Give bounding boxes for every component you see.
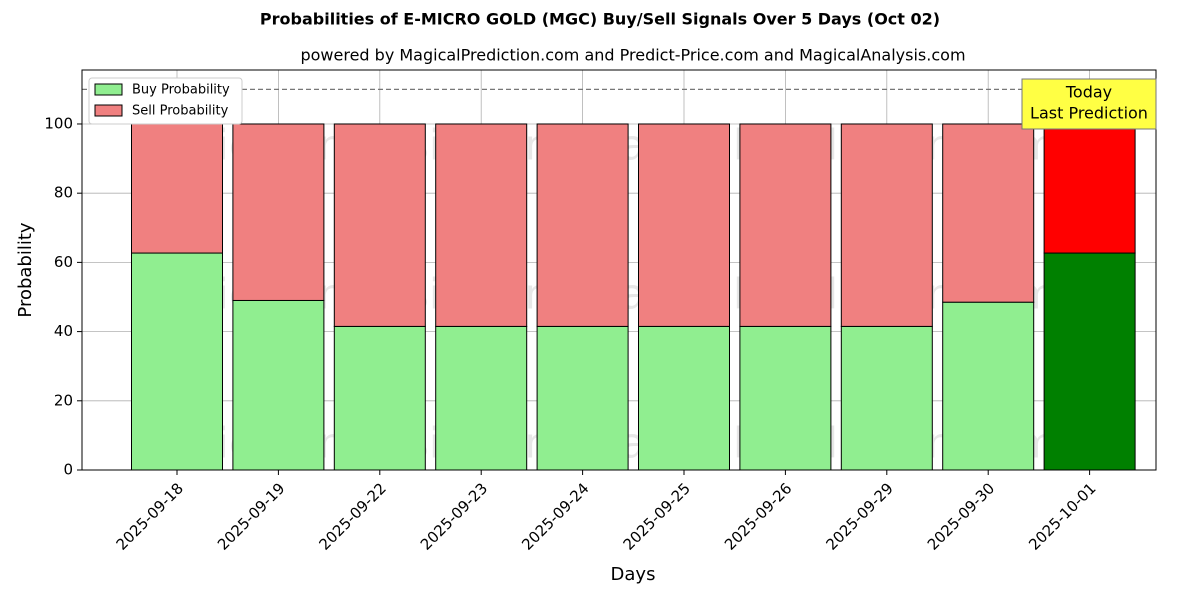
x-tick-label: 2025-09-18	[113, 479, 187, 553]
bar-segment	[333, 325, 426, 471]
bar-segment	[942, 123, 1035, 303]
x-tick-label: 2025-09-22	[315, 479, 389, 553]
bar-segment	[1043, 123, 1136, 254]
x-axis-label: Days	[611, 564, 656, 585]
legend-box	[88, 77, 243, 125]
bar-segment	[739, 123, 832, 327]
annotation-box	[1021, 78, 1157, 130]
bar-segment	[638, 325, 730, 471]
bar-segment	[131, 252, 223, 471]
plot-frame	[81, 69, 1157, 471]
x-tick-label: 2025-09-19	[214, 479, 288, 553]
bar-segment	[131, 123, 223, 254]
legend: Buy Probability Sell Probability	[88, 77, 243, 125]
x-tick-label: 2025-10-01	[1025, 479, 1099, 553]
bar-segment	[739, 325, 832, 471]
bar-segment	[435, 123, 528, 327]
y-axis-label: Probability	[15, 222, 36, 317]
annotation-text: Last Prediction	[1030, 104, 1148, 123]
bar-segment	[942, 301, 1035, 471]
chart-title: Probabilities of E-MICRO GOLD (MGC) Buy/…	[260, 10, 940, 29]
bar-segment	[536, 325, 629, 471]
bar-segment	[840, 325, 933, 471]
y-tick-label: 20	[54, 391, 73, 409]
y-tick-label: 60	[54, 253, 73, 271]
legend-swatch	[94, 104, 123, 117]
bar-segment	[840, 123, 933, 327]
bar-segment	[232, 123, 325, 301]
x-tick-label: 2025-09-30	[924, 479, 998, 553]
y-tick-label: 100	[44, 114, 73, 132]
legend-label: Sell Probability	[132, 104, 229, 119]
y-tick-label: 0	[63, 461, 73, 479]
legend-swatch	[94, 83, 123, 96]
chart-subtitle: powered by MagicalPrediction.com and Pre…	[300, 46, 965, 65]
bar-segment	[536, 123, 629, 327]
bar-segment	[232, 299, 325, 471]
x-tick-label: 2025-09-23	[417, 479, 491, 553]
bar-segment	[435, 325, 528, 471]
x-tick-label: 2025-09-24	[518, 479, 592, 553]
bar-segment	[333, 123, 426, 327]
y-tick-label: 80	[54, 184, 73, 202]
annotation-text: Today	[1065, 83, 1112, 102]
x-tick-label: 2025-09-29	[822, 479, 896, 553]
legend-label: Buy Probability	[132, 83, 230, 98]
x-tick-label: 2025-09-25	[620, 479, 694, 553]
x-tick-label: 2025-09-26	[721, 479, 795, 553]
bar-segment	[1043, 252, 1136, 471]
bar-segment	[638, 123, 730, 327]
y-tick-label: 40	[54, 322, 73, 340]
